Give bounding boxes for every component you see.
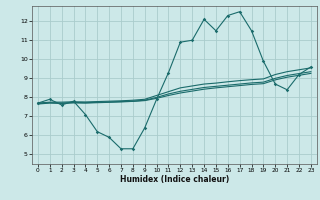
X-axis label: Humidex (Indice chaleur): Humidex (Indice chaleur) — [120, 175, 229, 184]
